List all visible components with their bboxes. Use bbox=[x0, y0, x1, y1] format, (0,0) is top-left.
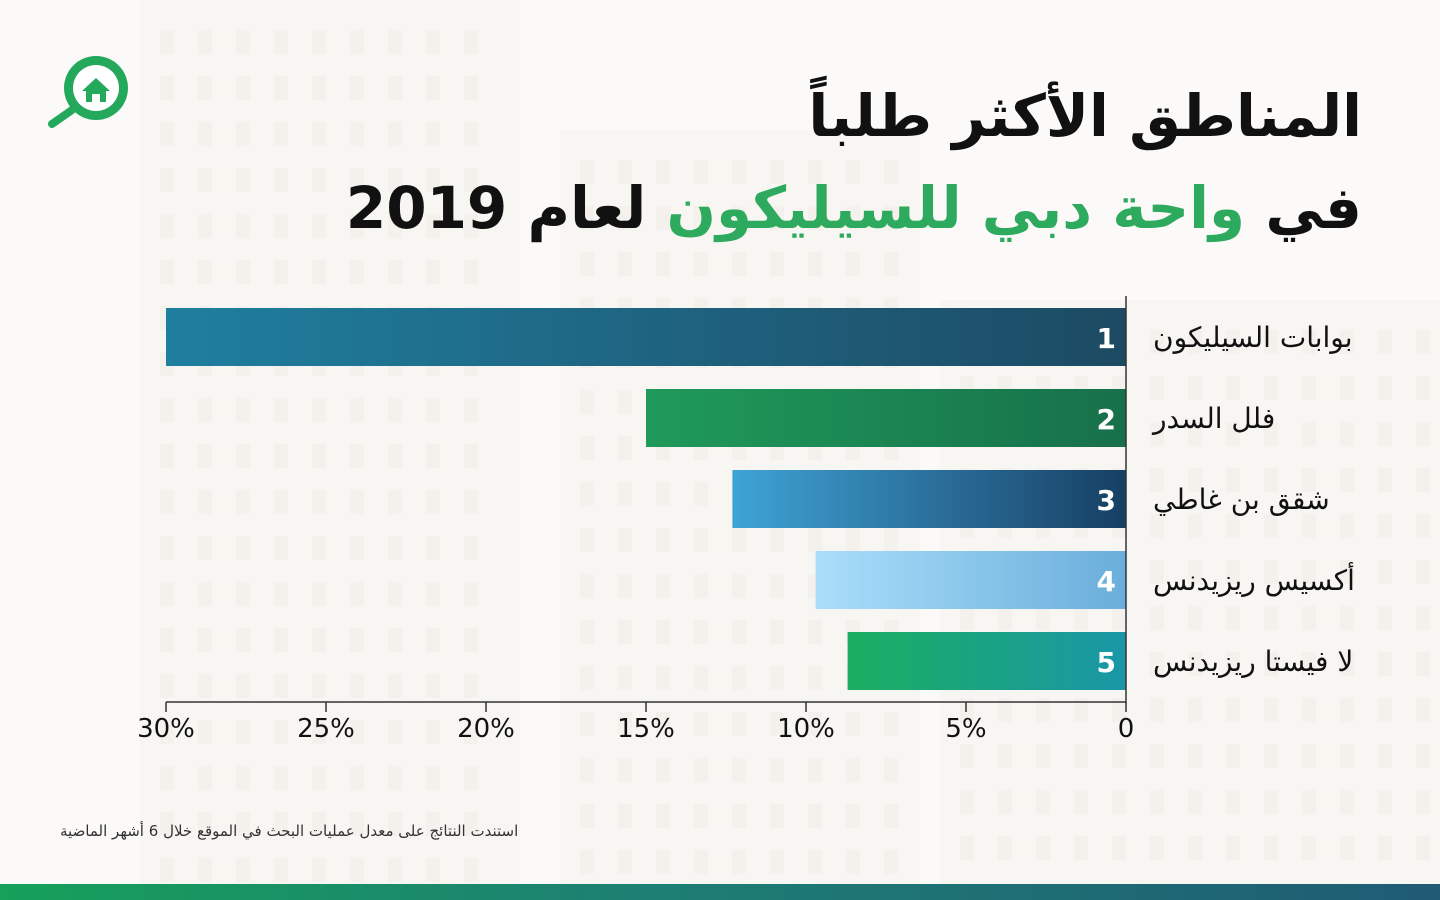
chart-title: المناطق الأكثر طلباً في واحة دبي للسيليك… bbox=[346, 70, 1362, 254]
bar-rank-label: 4 bbox=[1097, 565, 1116, 598]
bar-3 bbox=[732, 470, 1126, 528]
title-line-1: المناطق الأكثر طلباً bbox=[808, 82, 1362, 150]
bar-rank-label: 3 bbox=[1097, 484, 1116, 517]
category-label: فلل السدر bbox=[1151, 402, 1275, 435]
bar-4 bbox=[815, 551, 1126, 609]
bottom-accent-bar bbox=[0, 884, 1440, 900]
search-home-logo-icon bbox=[48, 56, 128, 128]
title-line-2: في واحة دبي للسيليكون لعام 2019 bbox=[346, 162, 1362, 254]
x-tick-label: 30% bbox=[137, 714, 195, 744]
category-label: بوابات السيليكون bbox=[1153, 321, 1353, 354]
bar-rank-label: 5 bbox=[1097, 646, 1116, 679]
x-tick-label: 10% bbox=[777, 714, 835, 744]
category-label: أكسيس ريزيدنس bbox=[1153, 561, 1355, 597]
x-tick-label: 20% bbox=[457, 714, 515, 744]
bar-1 bbox=[166, 308, 1126, 366]
x-tick-label: 25% bbox=[297, 714, 355, 744]
title-highlight: واحة دبي للسيليكون bbox=[666, 174, 1246, 242]
category-label: لا فيستا ريزيدنس bbox=[1153, 645, 1353, 678]
bar-rank-label: 1 bbox=[1097, 322, 1116, 355]
x-tick-label: 15% bbox=[617, 714, 675, 744]
bar-rank-label: 2 bbox=[1097, 403, 1116, 436]
x-tick-label: 5% bbox=[945, 714, 986, 744]
category-label: شقق بن غاطي bbox=[1153, 483, 1330, 516]
bar-5 bbox=[847, 632, 1126, 690]
x-tick-label: 0 bbox=[1118, 714, 1135, 744]
footnote: استندت النتائج على معدل عمليات البحث في … bbox=[60, 822, 519, 840]
title-suffix: لعام 2019 bbox=[345, 174, 647, 242]
bar-2 bbox=[646, 389, 1126, 447]
title-prefix: في bbox=[1265, 174, 1362, 242]
